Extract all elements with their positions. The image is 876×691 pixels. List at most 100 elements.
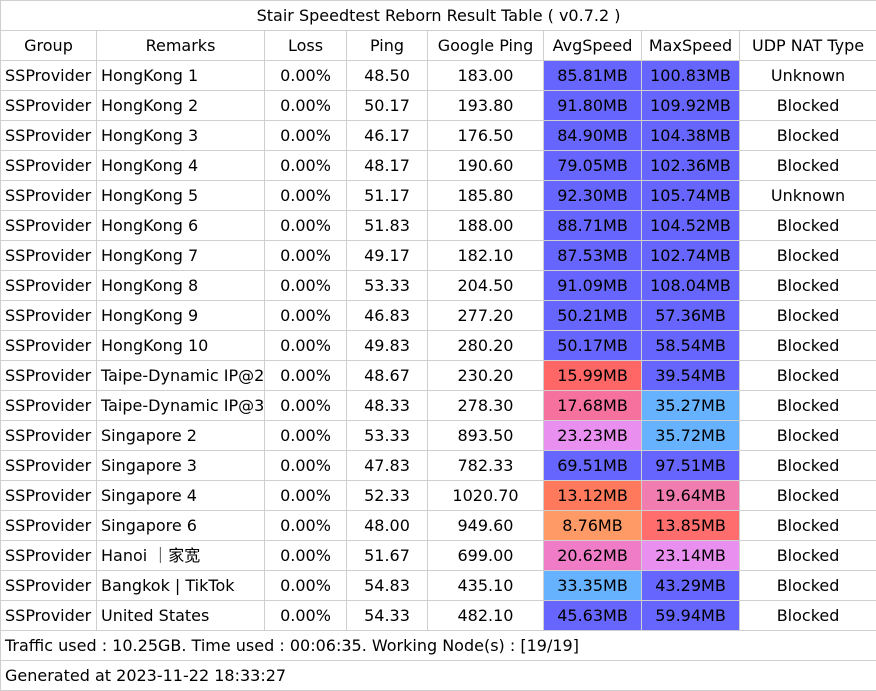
cell-max-speed: 104.52MB xyxy=(642,211,740,241)
cell-avg-speed: 13.12MB xyxy=(544,481,642,511)
cell-google-ping: 699.00 xyxy=(428,541,544,571)
cell-google-ping: 782.33 xyxy=(428,451,544,481)
cell-loss: 0.00% xyxy=(265,451,347,481)
cell-group: SSProvider xyxy=(1,181,97,211)
cell-loss: 0.00% xyxy=(265,211,347,241)
header-loss: Loss xyxy=(265,31,347,61)
cell-max-speed: 97.51MB xyxy=(642,451,740,481)
cell-avg-speed: 23.23MB xyxy=(544,421,642,451)
cell-google-ping: 1020.70 xyxy=(428,481,544,511)
cell-ping: 48.17 xyxy=(347,151,428,181)
cell-remarks: HongKong 1 xyxy=(97,61,265,91)
cell-google-ping: 949.60 xyxy=(428,511,544,541)
cell-max-speed: 100.83MB xyxy=(642,61,740,91)
cell-max-speed: 102.36MB xyxy=(642,151,740,181)
cell-remarks: Taipe-Dynamic IP@3 xyxy=(97,391,265,421)
cell-ping: 48.50 xyxy=(347,61,428,91)
cell-ping: 53.33 xyxy=(347,421,428,451)
cell-loss: 0.00% xyxy=(265,541,347,571)
cell-max-speed: 59.94MB xyxy=(642,601,740,631)
cell-google-ping: 435.10 xyxy=(428,571,544,601)
cell-max-speed: 19.64MB xyxy=(642,481,740,511)
cell-avg-speed: 69.51MB xyxy=(544,451,642,481)
cell-ping: 51.83 xyxy=(347,211,428,241)
cell-loss: 0.00% xyxy=(265,391,347,421)
cell-udp-nat-type: Blocked xyxy=(740,421,876,451)
cell-ping: 46.17 xyxy=(347,121,428,151)
cell-avg-speed: 8.76MB xyxy=(544,511,642,541)
cell-group: SSProvider xyxy=(1,271,97,301)
cell-loss: 0.00% xyxy=(265,481,347,511)
cell-group: SSProvider xyxy=(1,121,97,151)
cell-group: SSProvider xyxy=(1,301,97,331)
cell-ping: 51.17 xyxy=(347,181,428,211)
cell-group: SSProvider xyxy=(1,391,97,421)
cell-ping: 49.83 xyxy=(347,331,428,361)
cell-avg-speed: 17.68MB xyxy=(544,391,642,421)
cell-udp-nat-type: Blocked xyxy=(740,481,876,511)
cell-udp-nat-type: Blocked xyxy=(740,391,876,421)
cell-loss: 0.00% xyxy=(265,571,347,601)
cell-udp-nat-type: Unknown xyxy=(740,181,876,211)
cell-loss: 0.00% xyxy=(265,361,347,391)
cell-remarks: Hanoi ｜家宽 xyxy=(97,541,265,571)
cell-group: SSProvider xyxy=(1,541,97,571)
footer-generated: Generated at 2023-11-22 18:33:27 xyxy=(1,661,876,691)
cell-remarks: Singapore 6 xyxy=(97,511,265,541)
cell-udp-nat-type: Blocked xyxy=(740,451,876,481)
cell-max-speed: 104.38MB xyxy=(642,121,740,151)
cell-max-speed: 39.54MB xyxy=(642,361,740,391)
cell-udp-nat-type: Blocked xyxy=(740,511,876,541)
cell-ping: 52.33 xyxy=(347,481,428,511)
cell-max-speed: 35.27MB xyxy=(642,391,740,421)
cell-avg-speed: 84.90MB xyxy=(544,121,642,151)
cell-group: SSProvider xyxy=(1,451,97,481)
cell-group: SSProvider xyxy=(1,241,97,271)
cell-remarks: Singapore 3 xyxy=(97,451,265,481)
cell-udp-nat-type: Blocked xyxy=(740,601,876,631)
header-group: Group xyxy=(1,31,97,61)
footer-generated-row: Generated at 2023-11-22 18:33:27 xyxy=(1,661,876,691)
cell-udp-nat-type: Blocked xyxy=(740,121,876,151)
cell-group: SSProvider xyxy=(1,481,97,511)
cell-remarks: Taipe-Dynamic IP@2 xyxy=(97,361,265,391)
cell-udp-nat-type: Unknown xyxy=(740,61,876,91)
cell-loss: 0.00% xyxy=(265,601,347,631)
cell-remarks: HongKong 8 xyxy=(97,271,265,301)
cell-udp-nat-type: Blocked xyxy=(740,541,876,571)
cell-udp-nat-type: Blocked xyxy=(740,151,876,181)
cell-group: SSProvider xyxy=(1,151,97,181)
cell-google-ping: 277.20 xyxy=(428,301,544,331)
cell-google-ping: 182.10 xyxy=(428,241,544,271)
cell-group: SSProvider xyxy=(1,511,97,541)
header-remarks: Remarks xyxy=(97,31,265,61)
cell-loss: 0.00% xyxy=(265,121,347,151)
cell-max-speed: 43.29MB xyxy=(642,571,740,601)
cell-ping: 49.17 xyxy=(347,241,428,271)
cell-loss: 0.00% xyxy=(265,421,347,451)
cell-max-speed: 102.74MB xyxy=(642,241,740,271)
cell-remarks: Singapore 2 xyxy=(97,421,265,451)
cell-avg-speed: 33.35MB xyxy=(544,571,642,601)
cell-google-ping: 280.20 xyxy=(428,331,544,361)
header-avg-speed: AvgSpeed xyxy=(544,31,642,61)
cell-ping: 50.17 xyxy=(347,91,428,121)
header-ping: Ping xyxy=(347,31,428,61)
cell-group: SSProvider xyxy=(1,331,97,361)
cell-loss: 0.00% xyxy=(265,271,347,301)
cell-remarks: HongKong 6 xyxy=(97,211,265,241)
cell-google-ping: 183.00 xyxy=(428,61,544,91)
header-max-speed: MaxSpeed xyxy=(642,31,740,61)
